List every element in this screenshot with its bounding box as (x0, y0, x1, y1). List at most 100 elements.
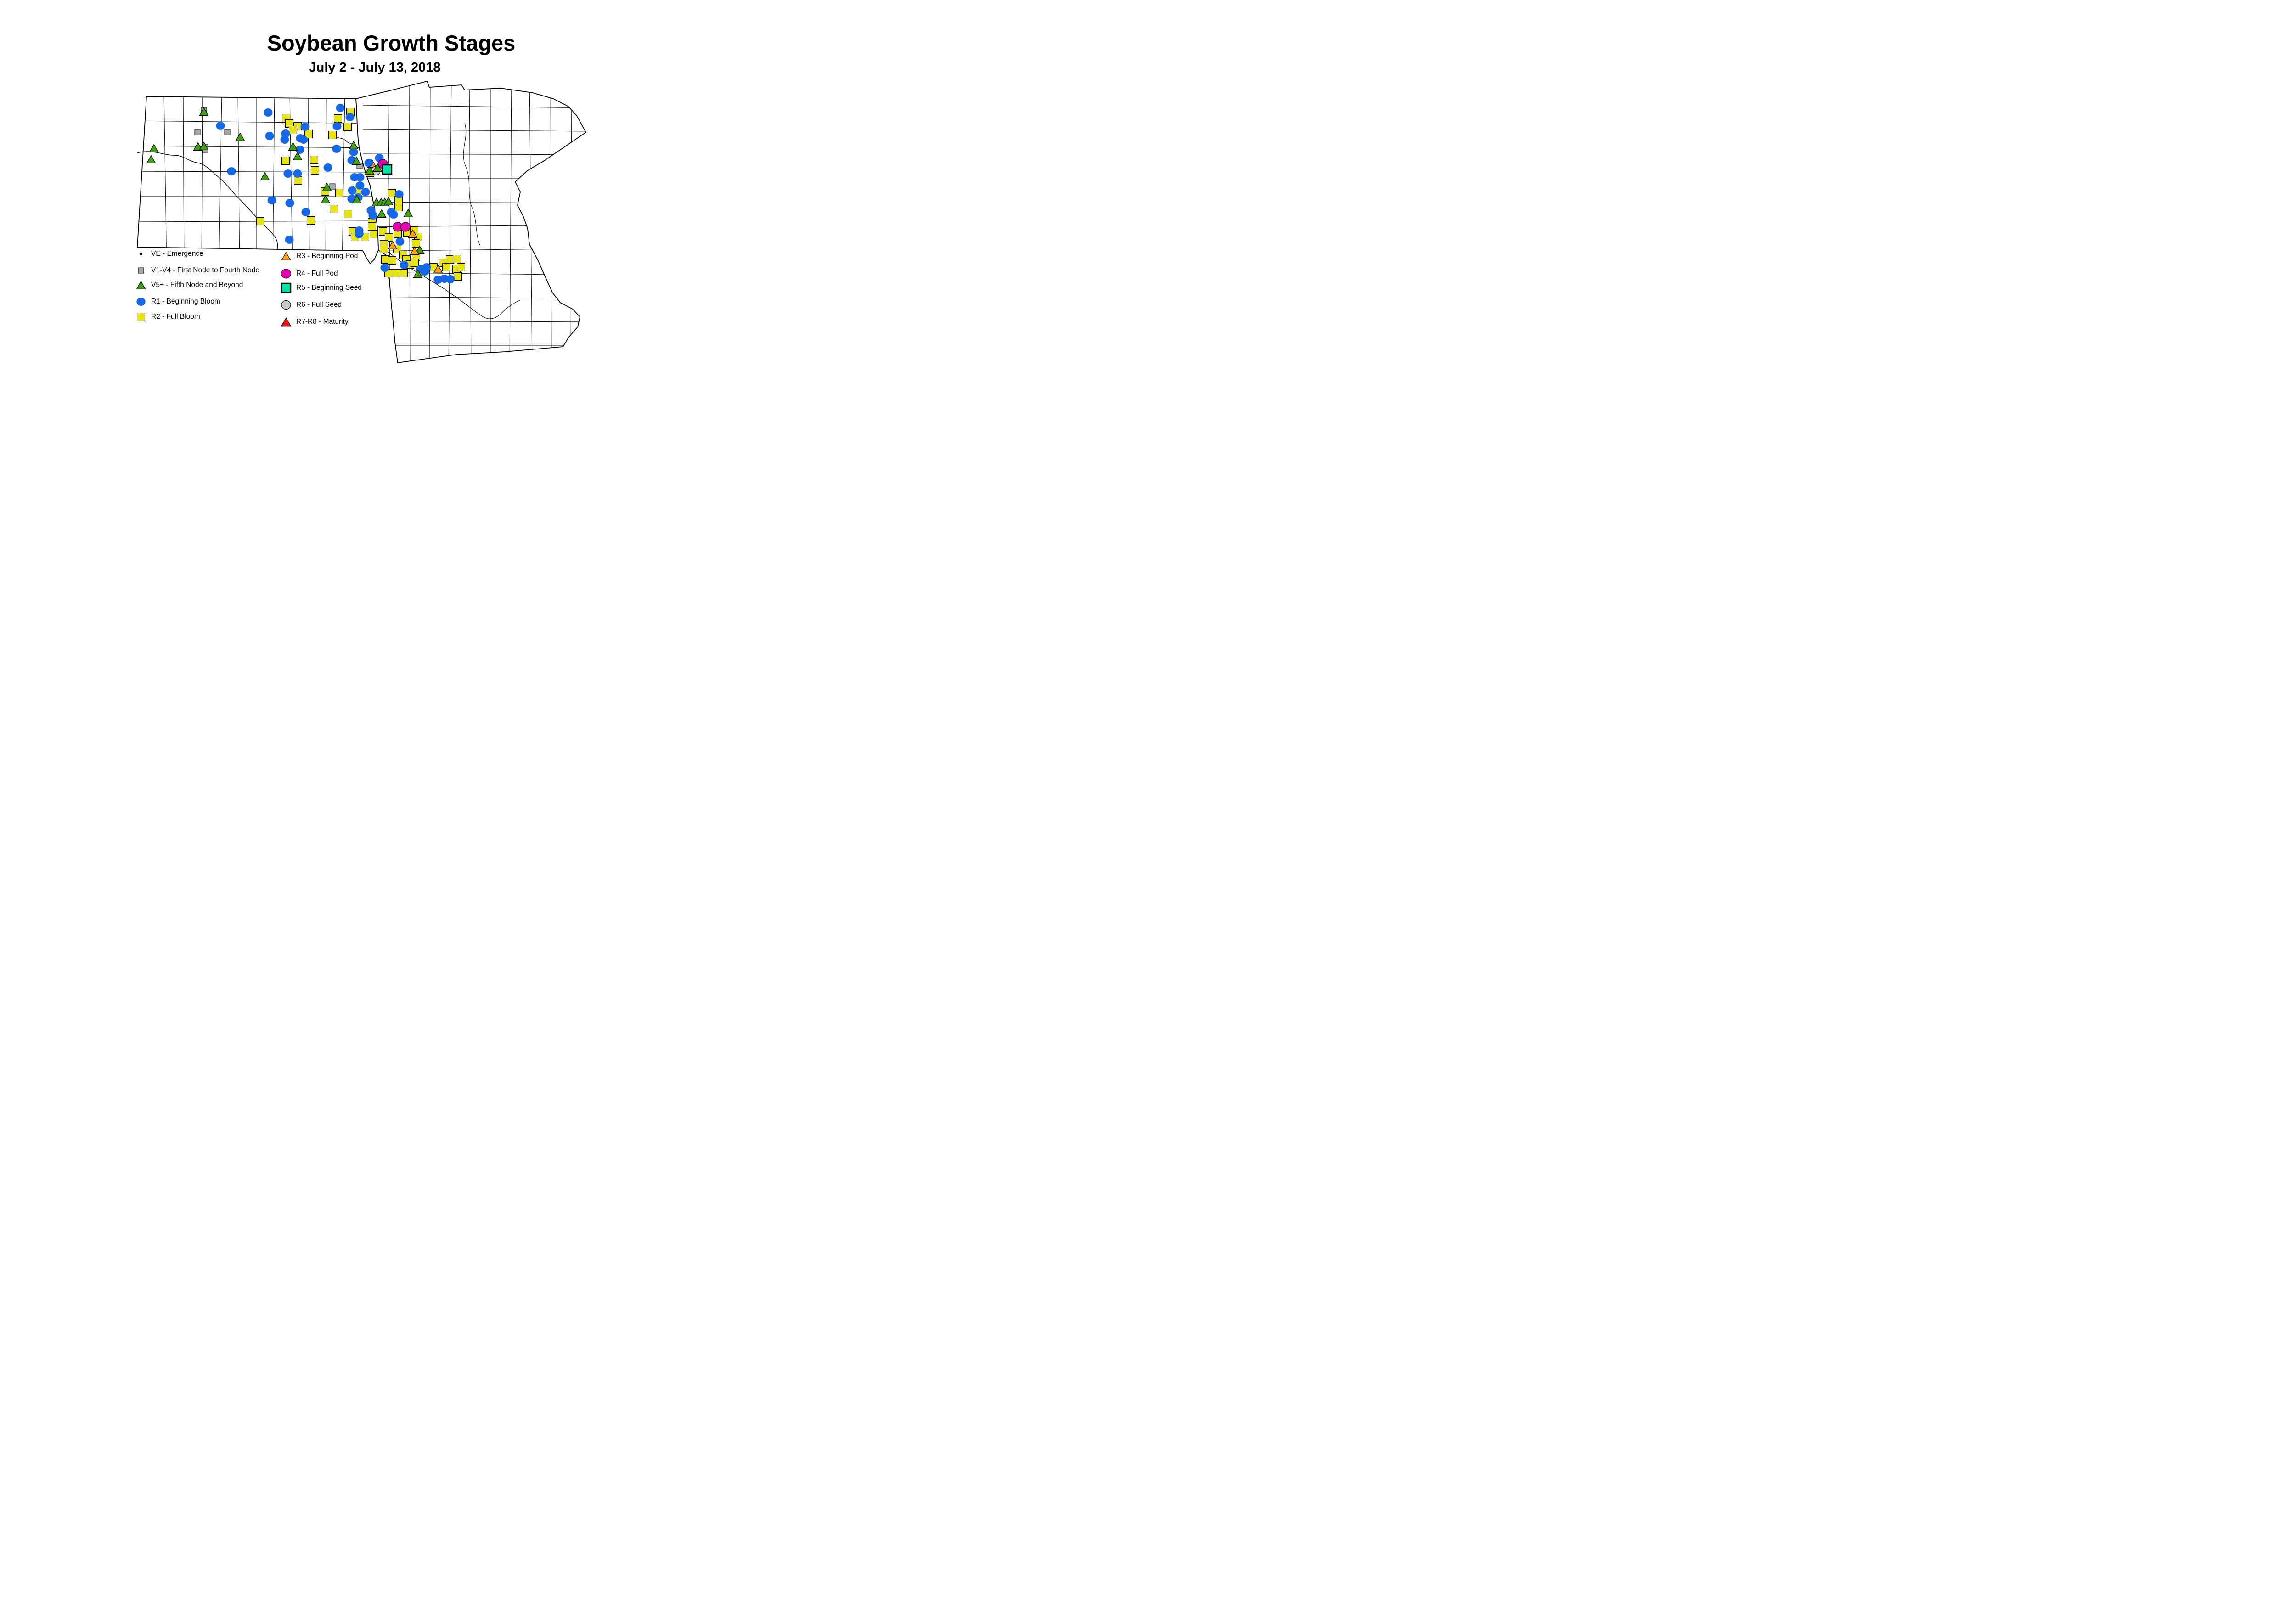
legend-label: VE - Emergence (151, 250, 203, 258)
marker-R3 (388, 241, 398, 249)
marker-R1 (293, 169, 302, 178)
marker-V1V4 (224, 129, 231, 135)
marker-R2 (368, 222, 376, 231)
legend-item-r1: R1 - Beginning Bloom (134, 296, 220, 308)
marker-V5 (199, 107, 209, 116)
r3-beginning-pod-icon (281, 252, 291, 260)
marker-R1 (283, 169, 293, 178)
marker-R2 (307, 216, 315, 225)
marker-R1 (336, 103, 345, 113)
missouri-river (137, 151, 278, 250)
state-outlines (137, 80, 587, 364)
marker-R1 (422, 263, 431, 272)
marker-V5 (372, 163, 383, 172)
legend-label: V5+ - Fifth Node and Beyond (151, 281, 243, 289)
marker-R1 (267, 196, 276, 205)
marker-R2 (256, 217, 264, 225)
marker-R2 (289, 126, 297, 134)
r7-r8-maturity-icon (281, 317, 292, 327)
legend-label: R7-R8 - Maturity (296, 318, 349, 326)
rivers (137, 123, 520, 319)
marker-R1 (280, 135, 289, 144)
marker-V5 (149, 144, 159, 152)
page-subtitle: July 2 - July 13, 2018 (309, 60, 441, 75)
marker-R2 (412, 239, 420, 248)
legend-label: R6 - Full Seed (296, 301, 342, 309)
marker-R2 (310, 156, 318, 164)
marker-R2 (388, 256, 396, 265)
marker-R1 (299, 135, 308, 144)
marker-V5 (351, 156, 361, 165)
marker-R2 (446, 255, 454, 264)
marker-R1 (433, 275, 443, 284)
v1-v4-first-node-icon (138, 267, 144, 274)
r6-full-seed-icon (281, 300, 291, 310)
marker-R1 (395, 237, 405, 246)
legend-item-ve: VE - Emergence (134, 248, 203, 260)
marker-R1 (345, 113, 355, 122)
marker-V5 (413, 269, 423, 278)
minnesota-outline (355, 80, 587, 364)
map-canvas (137, 80, 587, 364)
marker-R2 (281, 157, 290, 165)
minnesota-river (388, 252, 520, 319)
marker-R1 (361, 187, 370, 197)
marker-R2 (394, 203, 403, 211)
marker-R3 (410, 246, 420, 255)
page: Soybean Growth Stages July 2 - July 13, … (0, 0, 707, 375)
marker-R1 (264, 108, 273, 117)
marker-V5 (349, 141, 359, 149)
north-dakota-outline (137, 96, 379, 265)
marker-R1 (355, 230, 364, 239)
marker-R5 (382, 164, 393, 175)
marker-V5 (235, 132, 245, 141)
legend-item-r3: R3 - Beginning Pod (279, 250, 358, 262)
marker-R1 (349, 147, 358, 157)
marker-R2 (381, 255, 389, 264)
marker-V5 (199, 141, 209, 150)
marker-R2 (343, 123, 352, 131)
marker-V5 (383, 197, 394, 205)
marker-V1V4 (194, 129, 201, 135)
marker-V5 (352, 195, 362, 203)
legend-item-r4: R4 - Full Pod (279, 268, 338, 280)
marker-R4 (400, 222, 411, 232)
marker-R2 (334, 114, 342, 123)
marker-R2 (335, 189, 343, 197)
marker-R1 (285, 235, 294, 244)
marker-R1 (265, 131, 274, 141)
marker-R1 (285, 198, 294, 208)
marker-R3 (433, 265, 443, 273)
legend-label: R4 - Full Pod (296, 270, 338, 277)
marker-R2 (294, 176, 302, 185)
marker-R1 (348, 186, 357, 195)
r1-beginning-bloom-icon (136, 297, 146, 306)
marker-R2 (330, 205, 338, 213)
legend-label: R3 - Beginning Pod (296, 252, 358, 260)
marker-R1 (394, 190, 404, 199)
marker-R1 (227, 167, 236, 176)
marker-R2 (344, 210, 352, 218)
marker-R2 (380, 245, 388, 253)
marker-R1 (400, 260, 409, 270)
marker-V5 (322, 182, 332, 191)
marker-R2 (454, 272, 462, 281)
marker-V5 (377, 209, 387, 218)
marker-R1 (216, 121, 225, 130)
marker-R2 (457, 263, 465, 271)
legend-item-r6: R6 - Full Seed (279, 299, 342, 311)
marker-R1 (380, 263, 389, 272)
marker-R1 (332, 122, 342, 131)
legend-item-v1v4: V1-V4 - First Node to Fourth Node (134, 265, 259, 276)
marker-R1 (355, 181, 365, 190)
legend-label: R1 - Beginning Bloom (151, 298, 220, 305)
marker-V5 (365, 166, 375, 175)
r5-beginning-seed-icon (281, 282, 292, 293)
marker-R1 (323, 163, 332, 172)
marker-R1 (368, 211, 377, 220)
marker-R1 (389, 210, 398, 219)
marker-R1 (364, 158, 373, 168)
marker-V5 (260, 172, 270, 180)
marker-R2 (453, 255, 461, 263)
marker-R1 (295, 145, 304, 154)
